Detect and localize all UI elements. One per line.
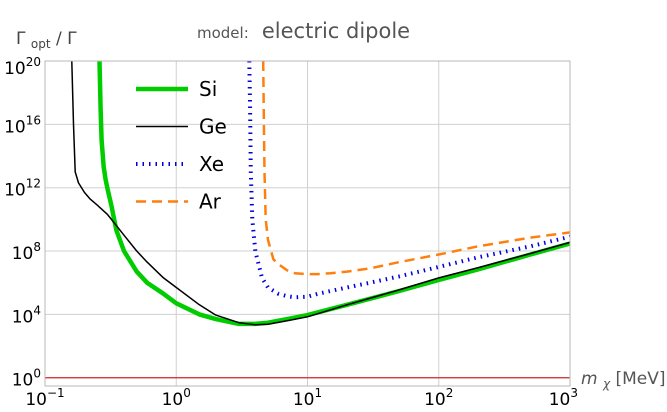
legend-label-si: Si <box>199 77 217 101</box>
legend-label-xe: Xe <box>199 152 224 176</box>
y-axis-label: Γ opt / Γ <box>16 29 77 53</box>
chart-title: model: electric dipole <box>197 19 410 43</box>
tick-base: 10 <box>162 390 184 410</box>
y-tick-label: 100 <box>12 367 41 391</box>
y-axis-label-suffix: / Γ <box>56 29 77 49</box>
title-prefix: model: <box>197 24 249 42</box>
y-axis-label-base: Γ <box>16 29 26 49</box>
legend-label-ar: Ar <box>199 190 222 214</box>
y-tick-label: 104 <box>12 303 41 327</box>
tick-exponent: 4 <box>33 303 41 317</box>
tick-base: 10 <box>4 59 26 79</box>
x-axis-label-sub: χ <box>602 377 611 391</box>
tick-exponent: 16 <box>26 113 41 127</box>
x-tick-label: 10−1 <box>25 386 64 410</box>
x-tick-label: 100 <box>162 386 191 410</box>
x-tick-label: 101 <box>293 386 322 410</box>
plot-frame <box>44 60 571 387</box>
tick-exponent: 0 <box>33 367 41 381</box>
legend-label-ge: Ge <box>199 115 227 139</box>
series-line-ar <box>261 60 571 276</box>
tick-exponent: 20 <box>26 55 41 69</box>
tick-base: 10 <box>12 371 34 391</box>
series-group <box>71 60 571 327</box>
tick-base: 10 <box>4 117 26 137</box>
tick-base: 10 <box>12 307 34 327</box>
tick-base: 10 <box>12 244 34 264</box>
tick-exponent: 3 <box>570 386 578 400</box>
y-tick-label: 1016 <box>4 113 41 137</box>
x-tick-labels: 10−1 100 101 102 103 <box>25 386 578 410</box>
tick-exponent: 8 <box>33 240 41 254</box>
y-axis-label-sub: opt <box>31 37 51 51</box>
tick-exponent: 1 <box>315 386 323 400</box>
y-tick-label: 108 <box>12 240 41 264</box>
series-line-ge <box>71 60 571 326</box>
x-tick-label: 103 <box>549 386 578 410</box>
x-axis-label: m χ [MeV] <box>581 369 666 393</box>
series-line-si <box>97 60 571 327</box>
series-line-xe <box>247 60 571 300</box>
title-text: electric dipole <box>262 19 410 43</box>
tick-exponent: 0 <box>183 386 191 400</box>
tick-base: 10 <box>424 390 446 410</box>
tick-base: 10 <box>549 390 571 410</box>
y-tick-label: 1012 <box>4 177 41 201</box>
tick-base: 10 <box>4 181 26 201</box>
y-tick-label: 1020 <box>4 55 41 79</box>
tick-exponent: −1 <box>47 386 65 400</box>
tick-exponent: 12 <box>26 177 41 191</box>
tick-base: 10 <box>293 390 315 410</box>
tick-exponent: 2 <box>446 386 454 400</box>
legend: Si Ge Xe Ar <box>136 77 227 214</box>
x-tick-label: 102 <box>424 386 453 410</box>
tick-base: 10 <box>25 390 47 410</box>
x-axis-label-base: m <box>581 369 598 389</box>
x-axis-label-suffix: [MeV] <box>615 369 665 389</box>
